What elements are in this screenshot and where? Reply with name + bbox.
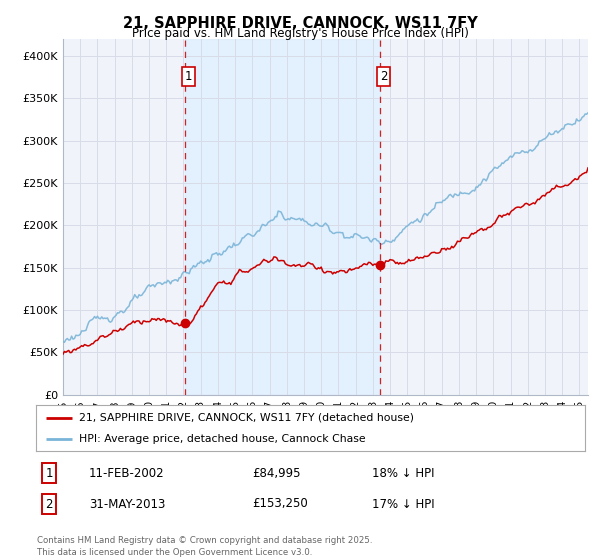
Text: 17% ↓ HPI: 17% ↓ HPI bbox=[372, 497, 434, 511]
Text: Price paid vs. HM Land Registry's House Price Index (HPI): Price paid vs. HM Land Registry's House … bbox=[131, 27, 469, 40]
Text: 21, SAPPHIRE DRIVE, CANNOCK, WS11 7FY (detached house): 21, SAPPHIRE DRIVE, CANNOCK, WS11 7FY (d… bbox=[79, 413, 414, 423]
Text: 11-FEB-2002: 11-FEB-2002 bbox=[89, 466, 164, 480]
Text: 18% ↓ HPI: 18% ↓ HPI bbox=[372, 466, 434, 480]
Text: 2: 2 bbox=[380, 70, 387, 83]
Text: 31-MAY-2013: 31-MAY-2013 bbox=[89, 497, 165, 511]
Bar bbox=[185, 39, 380, 395]
Text: 1: 1 bbox=[46, 466, 53, 480]
Text: £84,995: £84,995 bbox=[252, 466, 301, 480]
Text: 21, SAPPHIRE DRIVE, CANNOCK, WS11 7FY: 21, SAPPHIRE DRIVE, CANNOCK, WS11 7FY bbox=[122, 16, 478, 31]
Text: 2: 2 bbox=[46, 497, 53, 511]
Text: Contains HM Land Registry data © Crown copyright and database right 2025.
This d: Contains HM Land Registry data © Crown c… bbox=[37, 536, 373, 557]
Text: HPI: Average price, detached house, Cannock Chase: HPI: Average price, detached house, Cann… bbox=[79, 434, 365, 444]
Text: £153,250: £153,250 bbox=[252, 497, 308, 511]
Text: 1: 1 bbox=[185, 70, 193, 83]
